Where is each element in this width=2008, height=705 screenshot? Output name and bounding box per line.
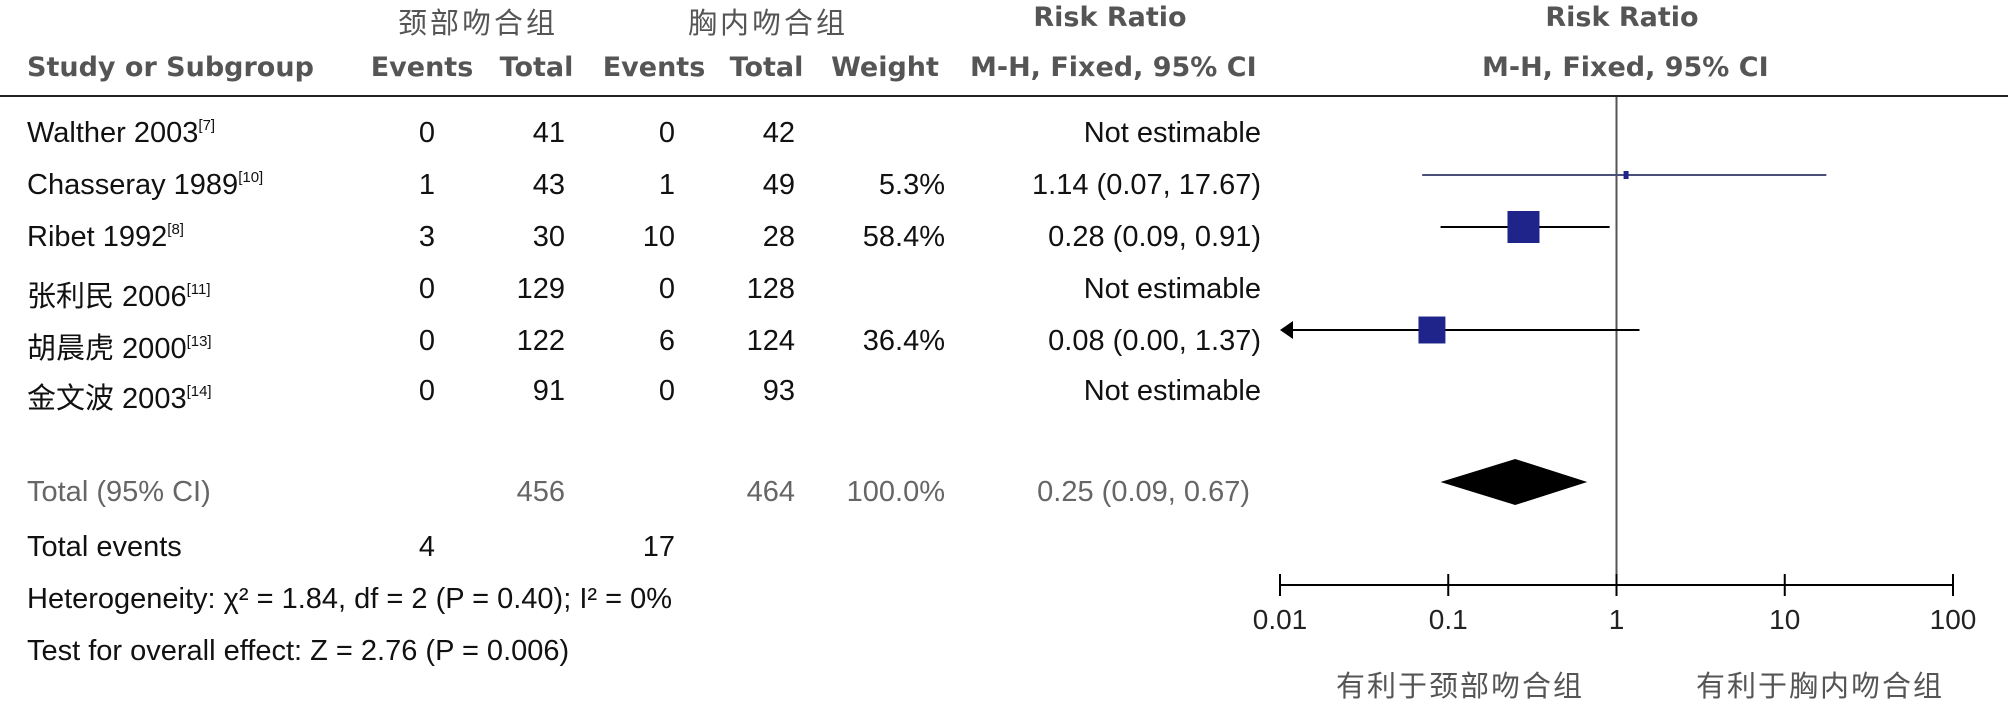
events2-column-header: Events [602, 52, 706, 83]
effect-marker [1623, 171, 1629, 179]
events-group2: 0 [658, 117, 675, 149]
risk-ratio-ci: 0.08 (0.00, 1.37) [1048, 325, 1261, 357]
study-label: Ribet 1992 [27, 221, 168, 253]
total-group2: 42 [762, 117, 795, 149]
events-group1: 0 [418, 325, 435, 357]
study-label: 金文波 2003 [27, 383, 187, 415]
total-t2: 464 [746, 476, 795, 508]
total-group1: 91 [532, 375, 565, 407]
study-name: 金文波 2003[14] [27, 375, 212, 417]
risk-ratio-ci: 1.14 (0.07, 17.67) [1032, 169, 1261, 201]
events-group1: 0 [418, 375, 435, 407]
study-label: 胡晨虎 2000 [27, 333, 187, 365]
x-tick-label: 0.1 [1429, 604, 1468, 635]
group1-header: 颈部吻合组 [397, 6, 558, 40]
events-group2: 10 [642, 221, 675, 253]
risk-ratio-ci: 0.28 (0.09, 0.91) [1048, 221, 1261, 253]
total1-column-header: Total [499, 52, 574, 83]
total-label: Total (95% CI) [27, 476, 211, 508]
events-group1: 1 [418, 169, 435, 201]
risk-ratio-ci: Not estimable [1083, 117, 1261, 149]
study-column-header: Study or Subgroup [27, 52, 314, 83]
x-tick-label: 100 [1930, 604, 1977, 635]
risk-ratio-ci: Not estimable [1083, 273, 1261, 305]
risk-ratio-ci: Not estimable [1083, 375, 1261, 407]
total2-column-header: Total [729, 52, 804, 83]
total-group1: 122 [516, 325, 565, 357]
overall-effect-text: Test for overall effect: Z = 2.76 (P = 0… [27, 635, 570, 667]
risk-ratio-plot-header: Risk Ratio [1545, 2, 1699, 33]
events-group1: 0 [418, 117, 435, 149]
heterogeneity-text: Heterogeneity: χ² = 1.84, df = 2 (P = 0.… [27, 583, 672, 615]
total-group2: 124 [746, 325, 795, 357]
group2-header: 胸内吻合组 [687, 6, 848, 40]
events-group2: 6 [658, 325, 675, 357]
total-events-label: Total events [27, 531, 182, 563]
total-events-e1: 4 [418, 531, 435, 563]
study-reference: [13] [186, 333, 212, 350]
study-name: 胡晨虎 2000[13] [27, 325, 212, 367]
total-group2: 28 [762, 221, 795, 253]
total-ci: 0.25 (0.09, 0.67) [1037, 476, 1250, 508]
effect-marker [1418, 316, 1446, 344]
total-group2: 128 [746, 273, 795, 305]
study-reference: [8] [167, 221, 184, 238]
total-events-e2: 17 [642, 531, 675, 563]
study-reference: [10] [238, 169, 264, 186]
total-group1: 43 [532, 169, 565, 201]
events-group2: 1 [658, 169, 675, 201]
total-group2: 49 [762, 169, 795, 201]
weight: 5.3% [878, 169, 945, 201]
risk-ratio-table-header: Risk Ratio [1033, 2, 1187, 33]
pooled-diamond [1440, 459, 1588, 505]
x-tick-label: 0.01 [1253, 604, 1308, 635]
study-name: Walther 2003[7] [27, 117, 215, 150]
weight-column-header: Weight [831, 52, 939, 83]
events1-column-header: Events [370, 52, 474, 83]
header-divider [0, 95, 2008, 97]
study-label: 张利民 2006 [27, 281, 187, 313]
x-tick-label: 10 [1769, 604, 1800, 635]
favours-left-label: 有利于颈部吻合组 [1335, 669, 1584, 703]
x-tick-label: 1 [1609, 604, 1625, 635]
events-group1: 3 [418, 221, 435, 253]
weight: 58.4% [862, 221, 945, 253]
weight: 36.4% [862, 325, 945, 357]
total-group1: 30 [532, 221, 565, 253]
study-reference: [7] [198, 117, 216, 134]
total-group2: 93 [762, 375, 795, 407]
mh-ci-table-header: M-H, Fixed, 95% CI [970, 52, 1257, 83]
total-t1: 456 [516, 476, 565, 508]
study-reference: [14] [186, 383, 212, 400]
ci-arrow-left [1280, 321, 1293, 339]
study-label: Walther 2003 [27, 117, 199, 149]
events-group2: 0 [658, 273, 675, 305]
study-name: 张利民 2006[11] [27, 273, 210, 315]
events-group2: 0 [658, 375, 675, 407]
effect-marker [1507, 211, 1540, 243]
study-name: Chasseray 1989[10] [27, 169, 263, 202]
study-label: Chasseray 1989 [27, 169, 239, 201]
study-reference: [11] [186, 281, 211, 298]
events-group1: 0 [418, 273, 435, 305]
favours-right-label: 有利于胸内吻合组 [1695, 669, 1944, 703]
mh-ci-plot-header: M-H, Fixed, 95% CI [1482, 52, 1769, 83]
total-group1: 41 [532, 117, 565, 149]
study-name: Ribet 1992[8] [27, 221, 184, 254]
total-weight: 100.0% [846, 476, 945, 508]
total-group1: 129 [516, 273, 565, 305]
